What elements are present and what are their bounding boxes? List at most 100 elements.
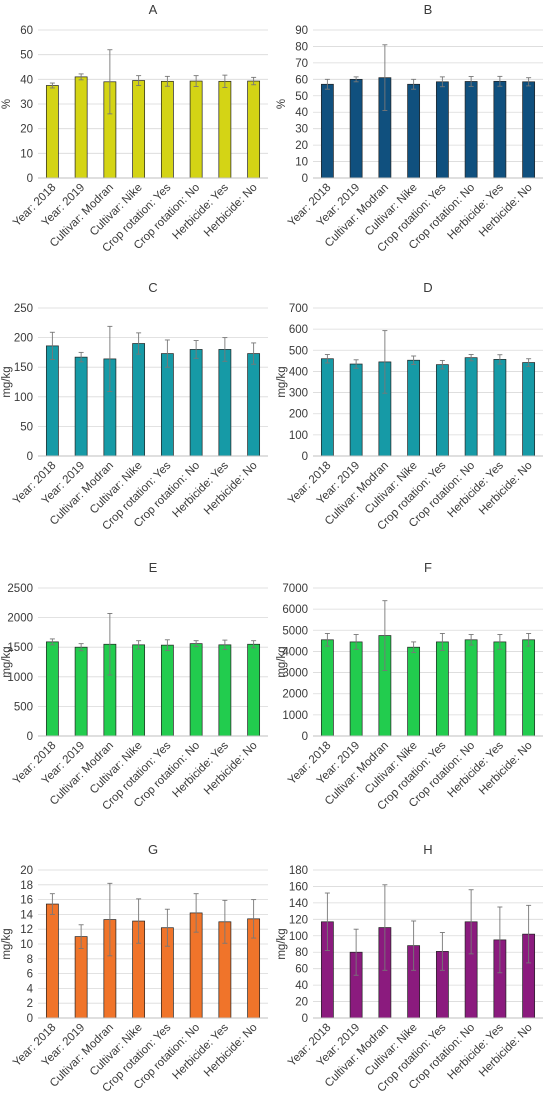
chart-title: C [148,280,157,295]
y-tick-label: 0 [302,1013,308,1025]
bar [132,343,146,457]
bar [435,364,449,457]
y-tick-label: 100 [14,392,33,404]
y-tick-label: 10 [20,148,33,160]
y-tick-label: 30 [295,124,308,136]
y-tick-label: 0 [302,173,308,185]
y-tick-label: 160 [289,881,308,893]
bar [522,639,536,737]
y-tick-label: 18 [20,880,33,892]
y-tick-label: 140 [289,898,308,910]
y-tick-label: 1000 [7,672,33,684]
chart-title: G [148,842,158,857]
y-tick-label: 250 [14,303,33,315]
y-tick-label: 40 [295,107,308,119]
bar [407,359,421,457]
bar [160,644,174,737]
bar [407,83,421,179]
bar [349,641,363,737]
bar [189,643,203,737]
y-tick-label: 12 [20,924,33,936]
y-tick-label: 0 [27,451,33,463]
y-axis-label: mg/kg [1,646,13,677]
y-tick-label: 0 [27,173,33,185]
y-tick-label: 20 [20,124,33,136]
y-tick-label: 30 [20,99,33,111]
x-tick-label: Herbicide: No [477,740,535,798]
chart-title: F [424,560,432,575]
bar [218,80,232,179]
y-tick-label: 0 [302,731,308,743]
x-tick-label: Herbicide: No [477,1022,535,1080]
x-tick-label: Herbicide: No [202,740,260,798]
y-tick-label: 5000 [282,625,308,637]
bar [247,643,261,737]
y-tick-label: 14 [20,909,33,921]
y-tick-label: 700 [289,303,308,315]
y-tick-label: 40 [295,980,308,992]
y-tick-label: 60 [20,25,33,37]
chart-title: D [423,280,432,295]
y-tick-label: 20 [295,140,308,152]
x-tick-label: Herbicide: No [477,460,535,518]
y-tick-label: 100 [289,931,308,943]
bar [435,641,449,737]
x-tick-label: Herbicide: No [202,182,260,240]
x-tick-label: Herbicide: No [477,182,535,240]
bar [464,639,478,737]
y-axis-label: mg/kg [276,366,288,397]
bar [189,80,203,179]
bar [160,80,174,179]
y-axis-label: mg/kg [276,928,288,959]
y-tick-label: 90 [295,25,308,37]
y-tick-label: 200 [14,333,33,345]
y-tick-label: 80 [295,947,308,959]
bar [45,345,59,457]
y-tick-label: 70 [295,58,308,70]
y-tick-label: 50 [295,91,308,103]
y-tick-label: 300 [289,388,308,400]
y-tick-label: 0 [27,731,33,743]
y-tick-label: 1000 [282,710,308,722]
y-axis-label: % [1,99,13,109]
bar [407,646,421,737]
y-axis-label: mg/kg [1,928,13,959]
y-tick-label: 80 [295,41,308,53]
bar [493,359,507,457]
bar [247,353,261,457]
y-tick-label: 2 [27,998,33,1010]
bar [189,349,203,457]
y-tick-label: 6000 [282,604,308,616]
y-tick-label: 500 [289,345,308,357]
y-tick-label: 400 [289,366,308,378]
bar [218,644,232,737]
y-tick-label: 3000 [282,668,308,680]
y-tick-label: 100 [289,430,308,442]
y-tick-label: 150 [14,362,33,374]
y-tick-label: 6 [27,969,33,981]
y-tick-label: 50 [20,421,33,433]
y-tick-label: 180 [289,865,308,877]
bar [74,646,88,737]
bar [160,353,174,457]
y-tick-label: 2500 [7,583,33,595]
y-tick-label: 200 [289,409,308,421]
y-tick-label: 10 [20,939,33,951]
y-tick-label: 0 [302,451,308,463]
bar [74,76,88,179]
y-axis-label: mg/kg [276,646,288,677]
bar [74,356,88,457]
y-tick-label: 1500 [7,642,33,654]
chart-title: E [149,560,158,575]
bar [493,641,507,737]
bar [45,641,59,737]
y-tick-label: 4000 [282,646,308,658]
y-tick-label: 16 [20,895,33,907]
y-axis-label: % [276,99,288,109]
bar [218,349,232,457]
